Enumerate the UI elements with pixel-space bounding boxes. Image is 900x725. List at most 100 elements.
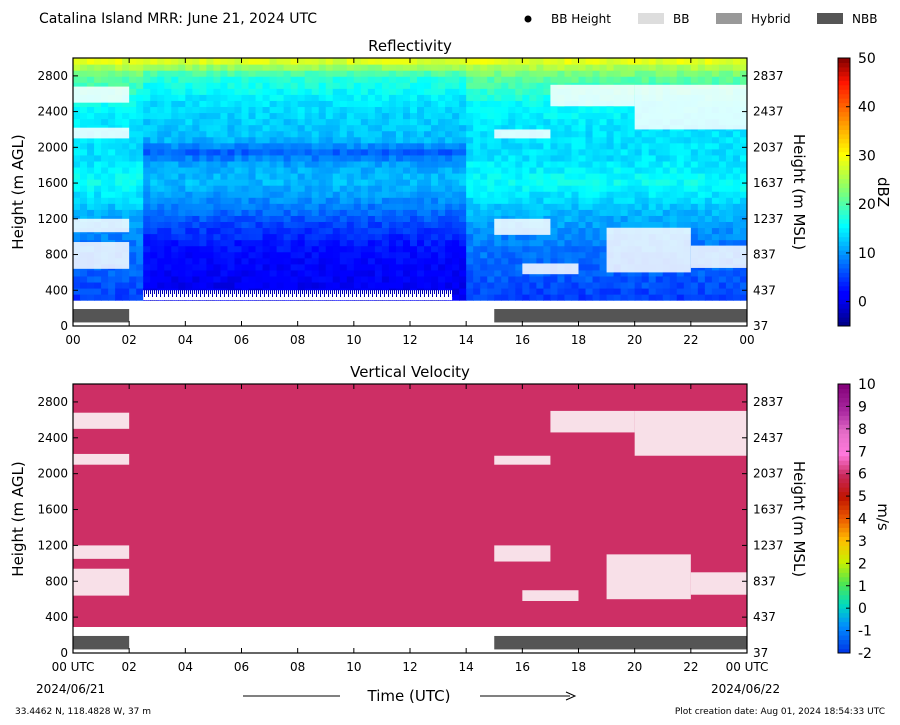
heatmap-cell: [683, 58, 692, 65]
heatmap-cell: [676, 209, 685, 216]
heatmap-cell: [543, 154, 552, 162]
heatmap-cell: [606, 275, 615, 283]
heatmap-cell: [290, 112, 299, 120]
heatmap-cell: [417, 281, 425, 289]
heatmap-cell: [606, 209, 615, 216]
heatmap-cell: [711, 154, 720, 162]
heatmap-cell: [346, 257, 355, 265]
heatmap-cell: [164, 124, 172, 132]
heatmap-cell: [122, 58, 130, 65]
heatmap-cell: [290, 100, 299, 108]
heatmap-cell: [669, 136, 678, 144]
colorbar-segment: [838, 437, 850, 443]
heatmap-cell: [445, 58, 453, 65]
heatmap-cell: [143, 251, 151, 259]
heatmap-cell: [522, 88, 530, 95]
heatmap-cell: [459, 269, 467, 277]
heatmap-cell: [122, 142, 130, 150]
heatmap-cell: [613, 64, 622, 71]
heatmap-cell: [739, 172, 747, 180]
x-tick-label: 16: [515, 333, 530, 347]
heatmap-cell: [515, 275, 523, 283]
heatmap-cell: [732, 76, 741, 83]
heatmap-cell: [234, 118, 243, 126]
missing-data-gap: [73, 127, 130, 139]
heatmap-cell: [227, 58, 236, 65]
heatmap-cell: [725, 233, 734, 241]
heatmap-cell: [711, 287, 720, 295]
heatmap-cell: [220, 58, 229, 65]
heatmap-cell: [94, 64, 102, 71]
heatmap-cell: [346, 82, 355, 89]
heatmap-cell: [136, 58, 144, 65]
heatmap-cell: [297, 185, 306, 192]
heatmap-cell: [459, 263, 467, 271]
heatmap-cell: [494, 82, 502, 89]
heatmap-cell: [480, 118, 488, 126]
heatmap-cell: [536, 124, 544, 132]
heatmap-cell: [718, 287, 727, 295]
heatmap-cell: [466, 148, 474, 156]
heatmap-cell: [129, 124, 137, 132]
heatmap-cell: [234, 82, 243, 89]
heatmap-cell: [325, 106, 334, 114]
heatmap-cell: [157, 112, 165, 120]
colorbar-tick-label: 5: [858, 489, 867, 505]
heatmap-cell: [367, 160, 376, 168]
heatmap-cell: [178, 166, 186, 174]
heatmap-cell: [473, 185, 481, 192]
heatmap-cell: [332, 275, 341, 283]
heatmap-cell: [339, 281, 348, 289]
heatmap-cell: [227, 179, 236, 186]
heatmap-cell: [122, 136, 130, 144]
heatmap-cell: [192, 130, 200, 138]
heatmap-cell: [606, 106, 615, 114]
heatmap-cell: [655, 136, 664, 144]
heatmap-cell: [697, 269, 706, 277]
heatmap-cell: [115, 82, 123, 89]
heatmap-cell: [178, 227, 186, 235]
heatmap-cell: [543, 203, 552, 210]
heatmap-cell: [536, 82, 544, 89]
heatmap-cell: [178, 263, 186, 271]
heatmap-cell: [220, 197, 229, 204]
heatmap-cell: [381, 100, 390, 108]
heatmap-cell: [332, 221, 341, 229]
colorbar-tick-label: 6: [858, 467, 867, 483]
heatmap-cell: [269, 197, 278, 204]
heatmap-cell: [732, 148, 741, 156]
heatmap-cell: [620, 203, 629, 210]
heatmap-cell: [704, 191, 713, 198]
heatmap-cell: [571, 106, 580, 114]
heatmap-cell: [185, 239, 193, 247]
colorbar-tick-label: 8: [858, 422, 867, 438]
heatmap-cell: [508, 148, 516, 156]
figure-title: Catalina Island MRR: June 21, 2024 UTC: [39, 11, 317, 27]
heatmap-cell: [220, 185, 229, 192]
heatmap-cell: [585, 112, 594, 120]
heatmap-cell: [564, 233, 573, 241]
heatmap-cell: [564, 197, 573, 204]
heatmap-cell: [325, 172, 334, 180]
heatmap-cell: [669, 179, 678, 186]
heatmap-cell: [318, 269, 327, 277]
heatmap-cell: [480, 160, 488, 168]
heatmap-cell: [206, 185, 215, 192]
heatmap-cell: [122, 100, 130, 108]
heatmap-cell: [227, 185, 236, 192]
heatmap-cell: [269, 185, 278, 192]
heatmap-cell: [550, 148, 559, 156]
heatmap-cell: [234, 209, 243, 216]
heatmap-cell: [466, 130, 474, 138]
heatmap-cell: [199, 257, 207, 265]
heatmap-cell: [501, 142, 509, 150]
heatmap-cell: [585, 185, 594, 192]
heatmap-cell: [80, 58, 88, 65]
heatmap-cell: [129, 227, 137, 235]
heatmap-cell: [374, 257, 383, 265]
heatmap-cell: [94, 203, 102, 210]
heatmap-cell: [388, 118, 397, 126]
heatmap-cell: [388, 112, 397, 120]
heatmap-cell: [613, 179, 622, 186]
heatmap-cell: [522, 100, 530, 108]
